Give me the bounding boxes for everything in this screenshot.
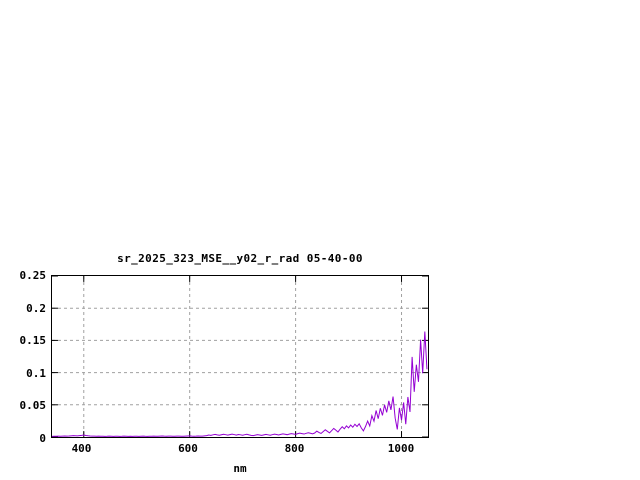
y-tick-label-0p15: 0.15 <box>19 334 47 348</box>
x-axis-tick-labels: 400 600 800 1000 <box>51 442 429 458</box>
y-axis-tick-labels: 0.25 0.2 0.15 0.1 0.05 0 <box>0 270 47 444</box>
plot-area <box>51 275 429 438</box>
y-tick-label-0: 0 <box>39 432 46 445</box>
y-tick-label-0p1: 0.1 <box>26 366 46 380</box>
x-tick-label-400: 400 <box>71 442 92 455</box>
x-tick-label-600: 600 <box>178 442 198 455</box>
data-series-line <box>52 332 427 437</box>
plot-svg <box>52 276 428 437</box>
tick-marks <box>52 276 428 437</box>
y-tick-label-0p2: 0.2 <box>26 301 46 315</box>
chart-figure: sr_2025_323_MSE__y02_r_rad 05-40-00 0.25… <box>0 240 640 480</box>
x-axis-title: nm <box>233 462 247 475</box>
y-tick-label-0p05: 0.05 <box>19 399 47 413</box>
grid-lines <box>52 276 428 437</box>
chart-title: sr_2025_323_MSE__y02_r_rad 05-40-00 <box>117 252 363 265</box>
x-tick-label-1000: 1000 <box>387 442 415 455</box>
y-tick-label-0p25: 0.25 <box>19 269 47 282</box>
x-tick-label-800: 800 <box>284 442 305 455</box>
